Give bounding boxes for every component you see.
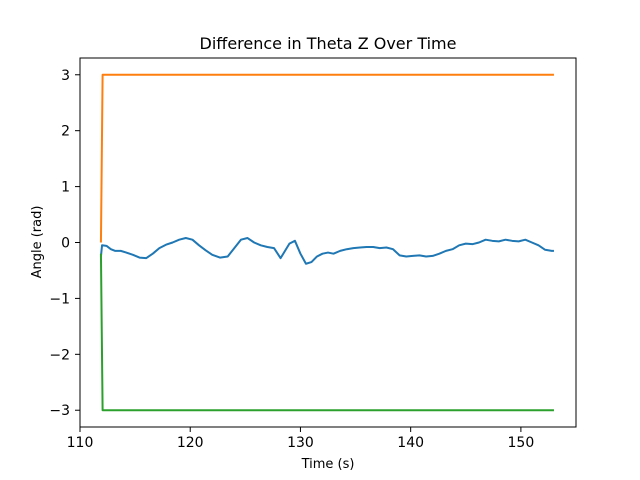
x-tick-label: 150 — [508, 435, 535, 451]
y-tick-label: 2 — [61, 124, 70, 140]
chart-title: Difference in Theta Z Over Time — [200, 34, 457, 53]
y-axis: 3 2 1 0 −1 −2 −3 — [49, 68, 80, 419]
y-axis-label: Angle (rad) — [30, 206, 45, 279]
x-tick-label: 110 — [67, 435, 94, 451]
y-tick-label: 3 — [61, 68, 70, 84]
y-tick-label: −2 — [49, 347, 70, 363]
plot-area — [99, 73, 554, 412]
series-line-1 — [99, 237, 554, 265]
x-tick-label: 120 — [177, 435, 204, 451]
y-tick-label: 1 — [61, 180, 70, 196]
series-line-3 — [99, 253, 554, 412]
x-tick-label: 130 — [287, 435, 314, 451]
y-tick-label: −3 — [49, 403, 70, 419]
series-line-2 — [99, 73, 554, 243]
y-tick-label: −1 — [49, 291, 70, 307]
axes-frame — [79, 57, 577, 428]
x-axis: 110 120 130 140 150 — [67, 427, 535, 451]
x-axis-label: Time (s) — [301, 457, 355, 472]
y-tick-label: 0 — [61, 236, 70, 252]
x-tick-label: 140 — [397, 435, 424, 451]
